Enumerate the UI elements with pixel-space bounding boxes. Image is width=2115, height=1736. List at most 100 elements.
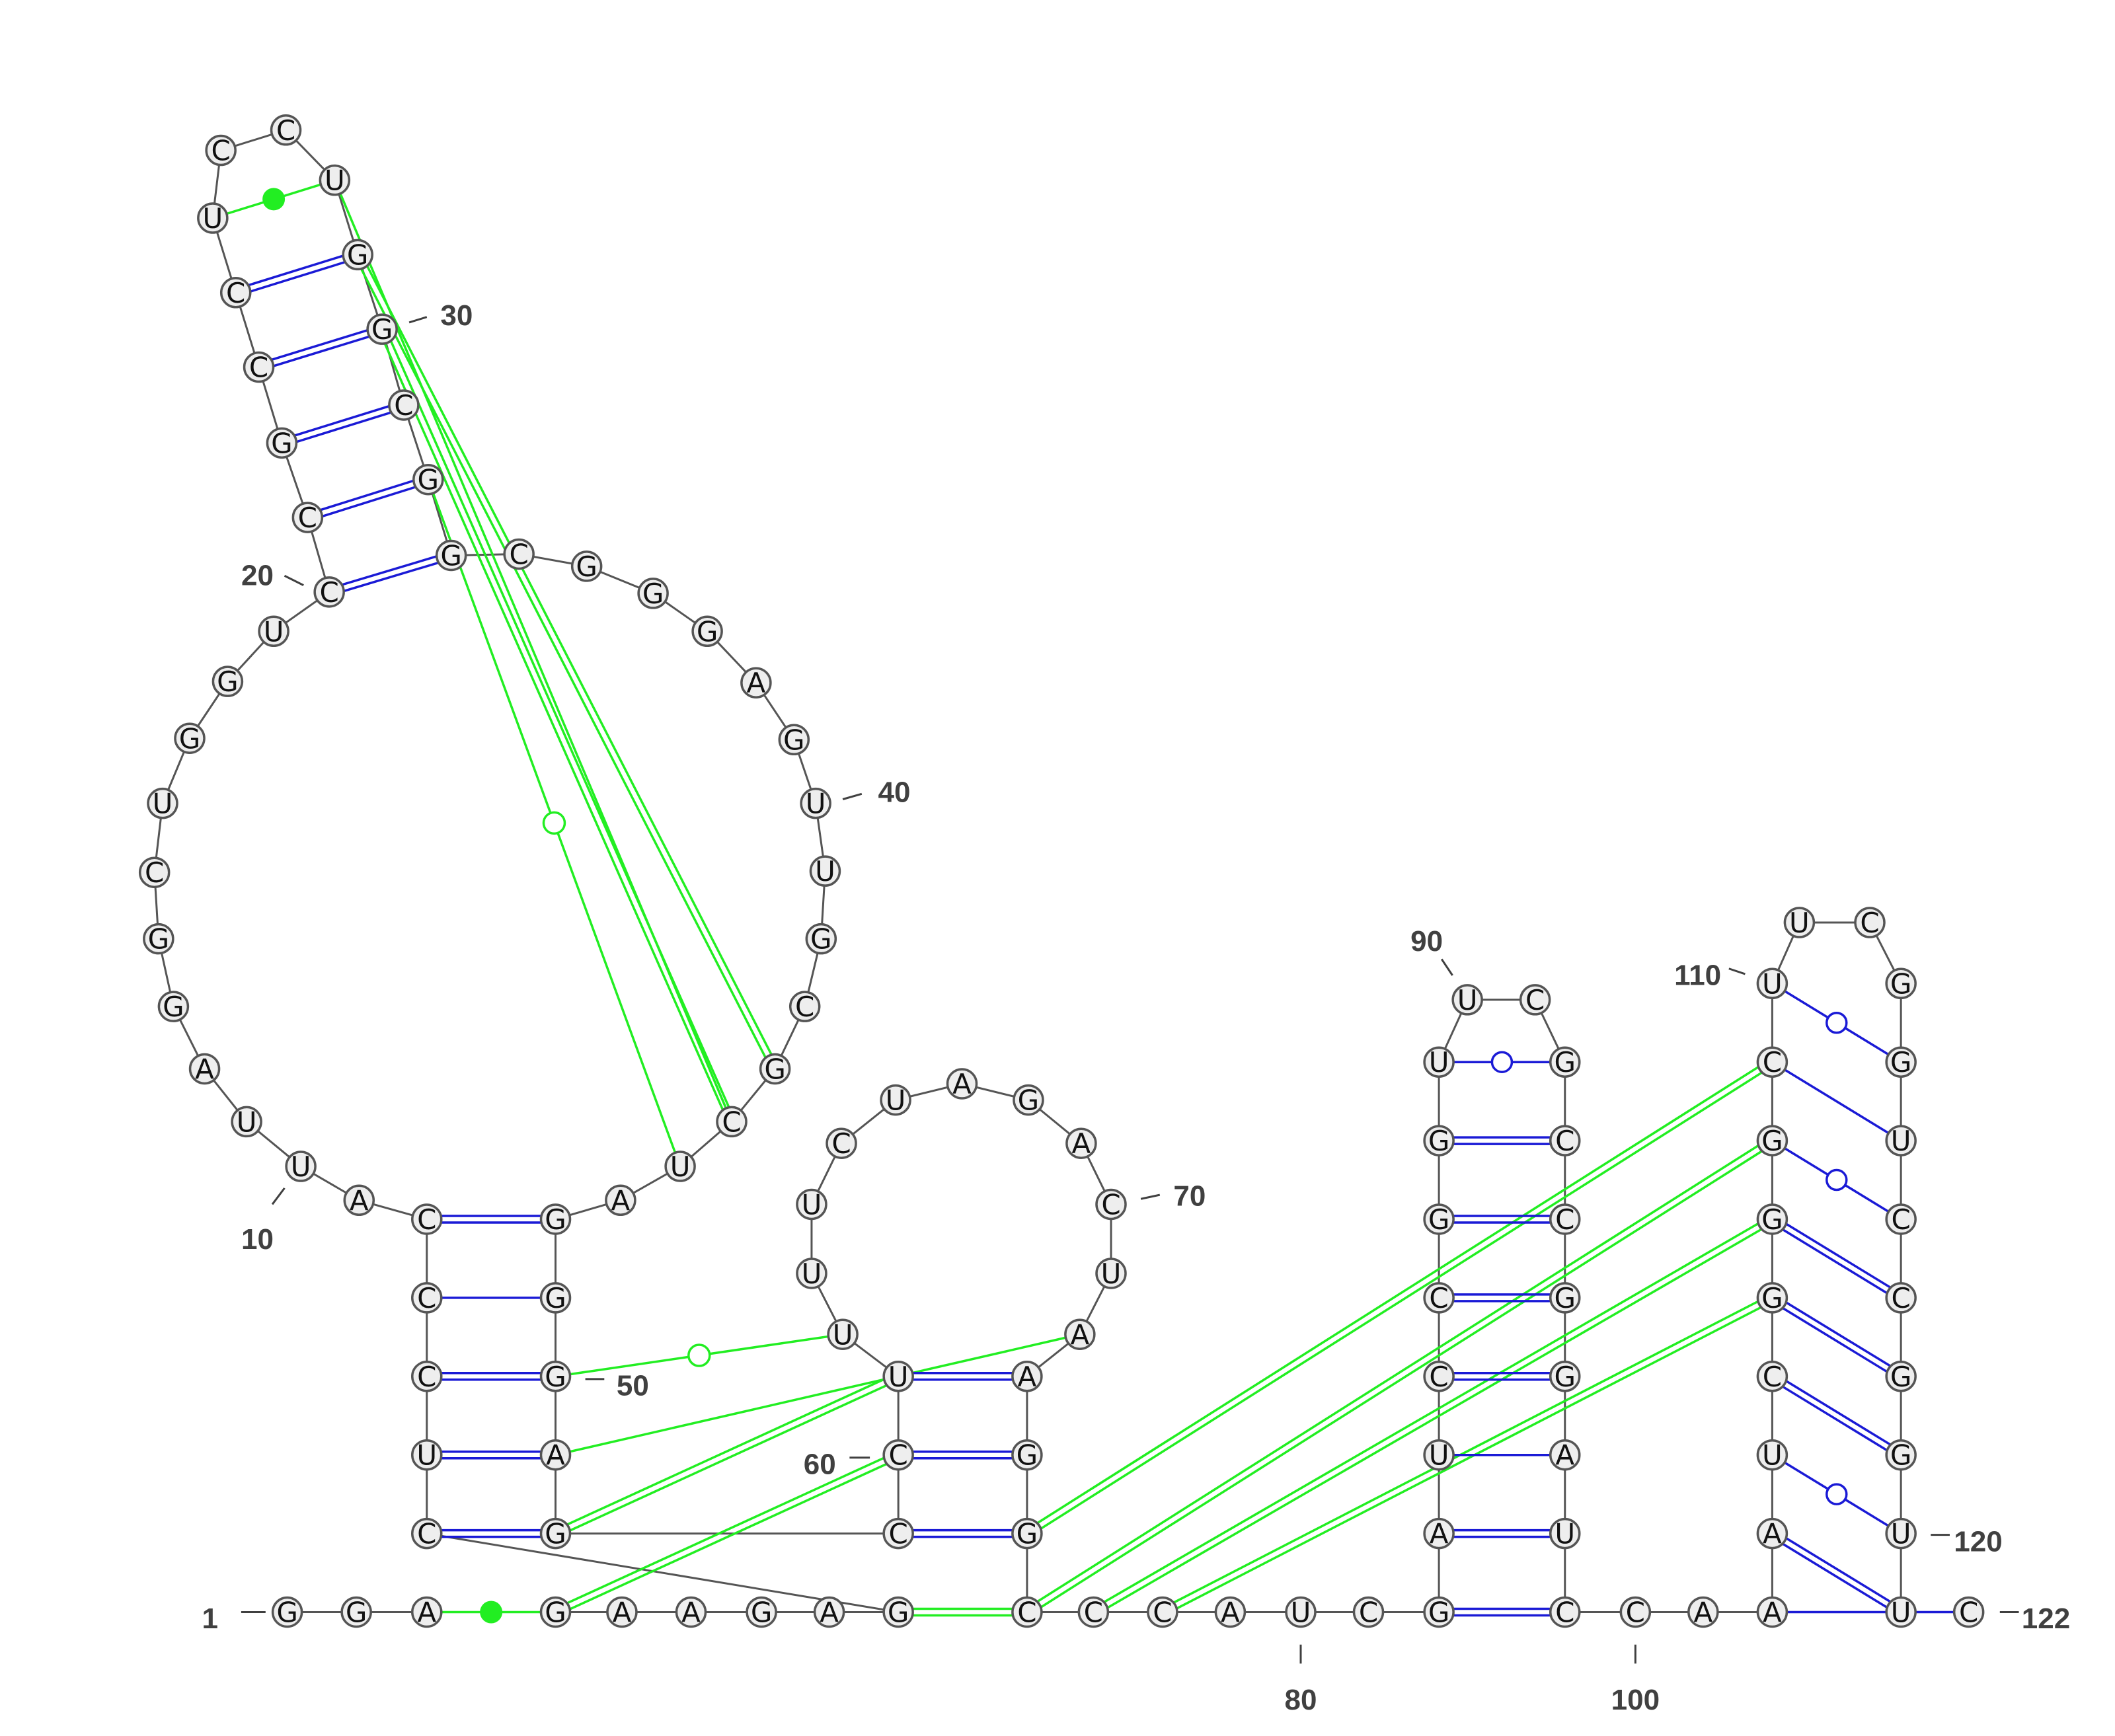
nucleotide-circle <box>411 1203 443 1235</box>
nucleotide: G <box>778 724 810 756</box>
nucleotide-circle <box>809 855 841 887</box>
nucleotide-circle <box>174 722 206 754</box>
nucleotide: G <box>143 923 174 956</box>
nucleotide: U <box>1095 1258 1127 1290</box>
nucleotide-circle <box>1423 1439 1455 1471</box>
base-pair-line <box>1769 1221 1900 1302</box>
backbone-segment <box>426 1532 899 1613</box>
nucleotide-circle <box>1013 1084 1044 1116</box>
nucleotide-circle <box>1952 1596 1985 1628</box>
nucleotide: G <box>1756 1125 1788 1157</box>
nucleotide: U <box>197 202 229 235</box>
base-pair-layer <box>234 250 1969 1617</box>
nucleotide-letter: G <box>545 1518 566 1550</box>
nucleotide-circle <box>946 1068 978 1100</box>
numbering-label: 60 <box>804 1448 836 1480</box>
nucleotide-letter: C <box>1959 1597 1978 1629</box>
nucleotide-circle <box>1619 1596 1652 1628</box>
nucleotide-circle <box>285 1151 317 1182</box>
nucleotide: C <box>411 1203 443 1236</box>
nucleotide: C <box>1147 1596 1178 1629</box>
nucleotide: C <box>243 351 275 384</box>
nucleotide-circle <box>788 991 821 1022</box>
nucleotide-circle <box>778 724 810 756</box>
nucleotide: C <box>219 277 252 309</box>
nucleotide: U <box>882 1361 914 1393</box>
nucleotide: C <box>882 1518 914 1550</box>
nucleotide-letter: A <box>1221 1597 1240 1629</box>
nucleotide-circle <box>1885 967 1917 1000</box>
nucleotide-letter: C <box>1153 1597 1172 1629</box>
nucleotide-letter: G <box>545 1282 566 1314</box>
nucleotide: G <box>1885 1361 1917 1393</box>
nucleotide: G <box>1423 1125 1455 1157</box>
nucleotide-circle <box>1147 1596 1178 1628</box>
nucleotide-letter: U <box>888 1361 909 1393</box>
nucleotide-circle <box>539 1282 572 1314</box>
nucleotide: G <box>637 578 669 610</box>
nucleotide-letter: A <box>1693 1597 1712 1629</box>
nucleotide-letter: U <box>806 788 826 820</box>
nucleotide-letter: G <box>545 1361 566 1393</box>
nucleotide-letter: G <box>1018 1084 1040 1117</box>
nucleotide-letter: G <box>888 1597 909 1629</box>
nucleotide: G <box>342 239 373 271</box>
nucleotide: C <box>411 1518 443 1550</box>
nucleotide: G <box>539 1203 572 1236</box>
nucleotide: A <box>1756 1518 1788 1550</box>
nucleotide-circle <box>266 427 298 459</box>
tertiary-open-marker <box>542 811 566 835</box>
nucleotide-circle <box>1756 1203 1788 1235</box>
nucleotide: G <box>1885 967 1917 1000</box>
base-pair-line <box>308 481 430 522</box>
nucleotide-letter: U <box>802 1188 822 1221</box>
nucleotide: C <box>1549 1597 1581 1629</box>
nucleotide-letter: G <box>346 1597 367 1629</box>
nucleotide-letter: U <box>1891 1518 1911 1550</box>
nucleotide-circle <box>805 923 837 955</box>
numbering-label: 1 <box>202 1603 218 1635</box>
nucleotide-letter: G <box>576 550 597 583</box>
nucleotide-circle <box>1423 1361 1455 1392</box>
nucleotide-circle <box>1885 1282 1917 1314</box>
nucleotide-letter: U <box>815 855 835 887</box>
nucleotide: U <box>800 788 831 820</box>
nucleotide: C <box>503 538 535 570</box>
nucleotide: G <box>1011 1518 1043 1550</box>
nucleotide: A <box>1011 1361 1043 1393</box>
nucleotide: C <box>291 502 324 534</box>
nucleotide-circle <box>1077 1596 1110 1628</box>
numbering-label: 110 <box>1674 959 1721 991</box>
nucleotide-circle <box>319 164 351 196</box>
nucleotide: A <box>1423 1518 1455 1550</box>
numbering-label: 30 <box>440 299 473 332</box>
base-pair-line <box>1773 1529 1903 1610</box>
nucleotide: G <box>1885 1439 1917 1472</box>
nucleotide-circle <box>882 1361 914 1392</box>
tertiary-interaction-line <box>1024 1058 1771 1532</box>
nucleotide-circle <box>1885 1439 1917 1471</box>
nucleotide-circle <box>188 1053 221 1085</box>
nucleotide: A <box>1549 1439 1581 1472</box>
nucleotide: G <box>1011 1439 1043 1472</box>
nucleotide-circle <box>243 351 275 383</box>
nucleotide-letter: C <box>1084 1597 1103 1629</box>
base-pair-line <box>259 331 384 372</box>
tertiary-interaction-line <box>360 252 779 1068</box>
nucleotide-circle <box>1095 1188 1127 1221</box>
nucleotide-circle <box>1423 1596 1455 1628</box>
nucleotide-circle <box>1687 1596 1719 1628</box>
nucleotide-circle <box>205 134 237 167</box>
nucleotide-circle <box>826 1127 857 1159</box>
nucleotide: C <box>1423 1282 1455 1314</box>
nucleotide: C <box>1095 1188 1127 1221</box>
nucleotide: G <box>1549 1282 1581 1314</box>
nucleotide: G <box>1885 1046 1917 1078</box>
nucleotide-letter: U <box>1291 1597 1311 1629</box>
nucleotide-circle <box>813 1596 845 1628</box>
nucleotide-letter: C <box>1525 984 1545 1016</box>
nucleotide: C <box>1619 1596 1652 1629</box>
nucleotide-circle <box>691 615 723 648</box>
nucleotide-letter: G <box>418 464 440 496</box>
nucleotide-letter: C <box>888 1439 907 1472</box>
